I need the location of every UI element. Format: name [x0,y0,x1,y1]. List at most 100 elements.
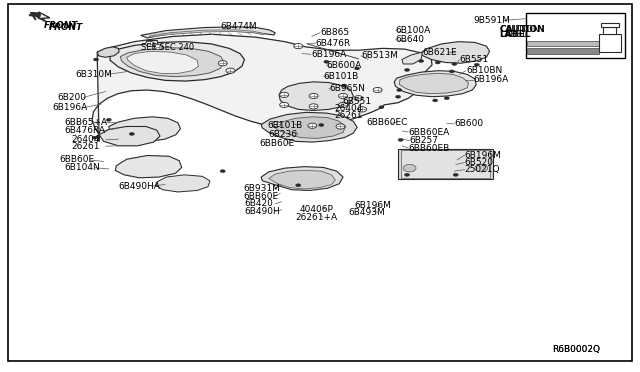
Bar [527,41,599,46]
Text: 6BB60E: 6BB60E [260,140,295,148]
Polygon shape [99,126,160,146]
Text: 6B236: 6B236 [269,130,298,139]
Text: 6B490H: 6B490H [244,207,280,216]
Circle shape [358,107,367,112]
Polygon shape [402,52,422,64]
Text: 6B493M: 6B493M [349,208,385,217]
Circle shape [309,104,318,109]
Circle shape [93,58,99,61]
Text: 6B196A: 6B196A [311,50,346,59]
Text: 6B865: 6B865 [320,28,349,37]
Text: 6B310M: 6B310M [76,70,113,79]
Polygon shape [120,48,224,77]
Polygon shape [269,170,335,189]
Text: CAUTION: CAUTION [499,25,540,33]
Text: R6B0002Q: R6B0002Q [552,345,600,354]
Text: 6BB60E: 6BB60E [243,192,278,201]
Text: CAUTION: CAUTION [499,25,545,33]
Bar [398,149,493,179]
Polygon shape [156,175,210,192]
Circle shape [342,84,347,87]
Text: 40406P: 40406P [300,205,333,214]
Text: 6B10BN: 6B10BN [466,66,502,75]
Circle shape [373,87,382,93]
Circle shape [419,60,424,62]
Circle shape [336,124,345,129]
Circle shape [309,93,318,99]
Text: 6B600: 6B600 [454,119,484,128]
Text: 6B513M: 6B513M [361,51,398,60]
Circle shape [319,124,324,126]
Polygon shape [261,112,357,142]
Text: 6B551: 6B551 [460,55,489,64]
Circle shape [218,61,227,66]
Text: 6B490HA: 6B490HA [118,182,160,190]
Text: 6B621E: 6B621E [422,48,457,57]
Circle shape [398,138,403,141]
Circle shape [280,102,289,108]
Bar [601,23,619,27]
Text: 6BB60E: 6BB60E [59,155,94,164]
Bar [401,150,490,178]
Circle shape [308,123,317,128]
Polygon shape [110,42,244,81]
Polygon shape [29,12,50,19]
Text: 6B476RA: 6B476RA [64,126,105,135]
Circle shape [296,184,301,187]
Text: 6B965N: 6B965N [329,84,365,93]
Text: 6BB65+A: 6BB65+A [64,118,107,126]
Circle shape [449,70,454,73]
Text: 6BB60EC: 6BB60EC [366,118,408,126]
Text: 6B931M: 6B931M [243,185,280,193]
Circle shape [452,62,457,65]
Polygon shape [421,42,490,63]
Circle shape [475,164,488,172]
Text: 26261: 26261 [334,111,363,120]
Polygon shape [399,73,468,94]
Text: 26261+A: 26261+A [296,213,338,222]
Text: 6B476R: 6B476R [316,39,351,48]
Polygon shape [92,34,432,141]
Text: 6B100A: 6B100A [396,26,431,35]
Circle shape [433,99,438,102]
Circle shape [404,173,410,176]
Circle shape [339,102,348,108]
Circle shape [106,118,111,121]
Text: 6B551: 6B551 [342,97,372,106]
Text: 6BB60EA: 6BB60EA [408,128,449,137]
Polygon shape [279,82,353,110]
Circle shape [453,173,458,176]
Text: 6B640: 6B640 [396,35,424,44]
Bar [526,13,625,58]
Text: 6B257: 6B257 [410,136,438,145]
Polygon shape [127,51,198,74]
Bar [146,40,157,45]
Text: LABEL: LABEL [499,31,527,39]
Circle shape [324,60,329,63]
Polygon shape [274,117,346,138]
Polygon shape [141,27,275,38]
Text: 6B196M: 6B196M [355,201,392,210]
Circle shape [474,63,479,66]
Circle shape [272,122,281,127]
Text: 26404: 26404 [334,105,362,113]
Text: 26404: 26404 [72,135,100,144]
Circle shape [339,93,348,99]
Text: 6B200: 6B200 [58,93,86,102]
Circle shape [154,44,163,49]
Circle shape [379,106,384,109]
Circle shape [226,68,235,73]
Circle shape [280,92,289,97]
Circle shape [355,67,360,70]
Circle shape [396,95,401,98]
Text: 6B600A: 6B600A [326,61,362,70]
Text: R6B0002Q: R6B0002Q [552,345,600,354]
Text: 6B101B: 6B101B [268,121,303,130]
Text: 9B591M: 9B591M [474,16,511,25]
Bar [599,34,621,52]
Text: SEE SEC 240: SEE SEC 240 [141,43,194,52]
Polygon shape [109,117,180,141]
Text: 26261: 26261 [72,142,100,151]
Text: 6B420: 6B420 [244,199,273,208]
Circle shape [444,97,449,100]
